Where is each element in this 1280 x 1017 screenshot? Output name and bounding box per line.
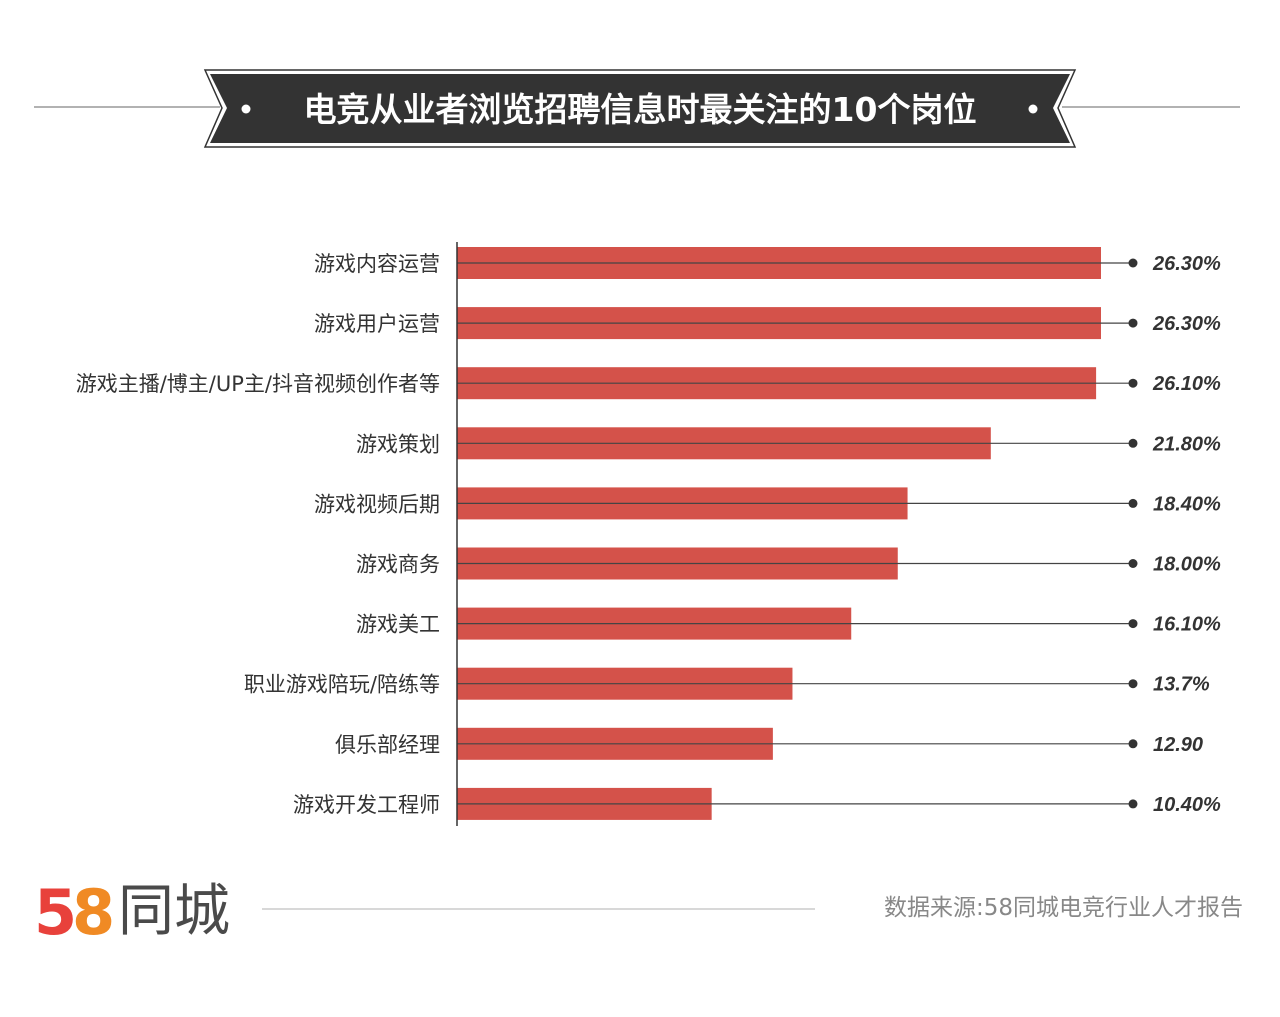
- data-label: 13.7%: [1153, 674, 1210, 696]
- leader-dot: [1128, 378, 1138, 388]
- leader-dot: [1128, 619, 1138, 629]
- leader-dot: [1128, 559, 1138, 568]
- leader-dot: [1128, 739, 1138, 749]
- category-label: 游戏主播/博主/UP主/抖音视频创作者等: [76, 372, 440, 396]
- leader-dot: [1128, 799, 1138, 809]
- data-source: 数据来源:58同城电竞行业人才报告: [884, 895, 1243, 921]
- category-label: 游戏商务: [356, 553, 440, 577]
- data-label: 18.00%: [1153, 554, 1221, 576]
- logo: 5 8 同城: [34, 876, 230, 949]
- title-dot-left: [241, 104, 251, 114]
- category-label: 游戏内容运营: [314, 252, 440, 276]
- logo-five: 5: [34, 876, 77, 949]
- category-label: 游戏用户运营: [314, 312, 440, 336]
- leader-dot: [1128, 679, 1138, 689]
- logo-eight: 8: [72, 876, 115, 949]
- title-dot-right: [1028, 104, 1038, 114]
- data-label: 10.40%: [1153, 794, 1221, 816]
- data-label: 26.30%: [1152, 253, 1221, 275]
- category-label: 游戏策划: [356, 432, 440, 456]
- data-label: 18.40%: [1153, 493, 1221, 515]
- category-label: 俱乐部经理: [335, 733, 440, 757]
- data-label: 26.30%: [1152, 313, 1221, 335]
- category-label: 职业游戏陪玩/陪练等: [244, 673, 440, 697]
- leader-dot: [1128, 258, 1138, 268]
- chart-title: 电竞从业者浏览招聘信息时最关注的10个岗位: [304, 90, 977, 129]
- data-label: 21.80%: [1152, 433, 1221, 455]
- data-label: 12.90: [1153, 734, 1203, 756]
- category-label: 游戏美工: [356, 613, 440, 637]
- leader-dot: [1128, 438, 1138, 448]
- data-label: 26.10%: [1152, 373, 1221, 395]
- logo-name: 同城: [118, 879, 230, 944]
- title-banner: [210, 74, 1070, 143]
- leader-dot: [1128, 498, 1138, 508]
- data-label: 16.10%: [1153, 614, 1221, 636]
- category-label: 游戏视频后期: [314, 492, 440, 516]
- leader-dot: [1128, 318, 1138, 328]
- category-label: 游戏开发工程师: [293, 793, 440, 817]
